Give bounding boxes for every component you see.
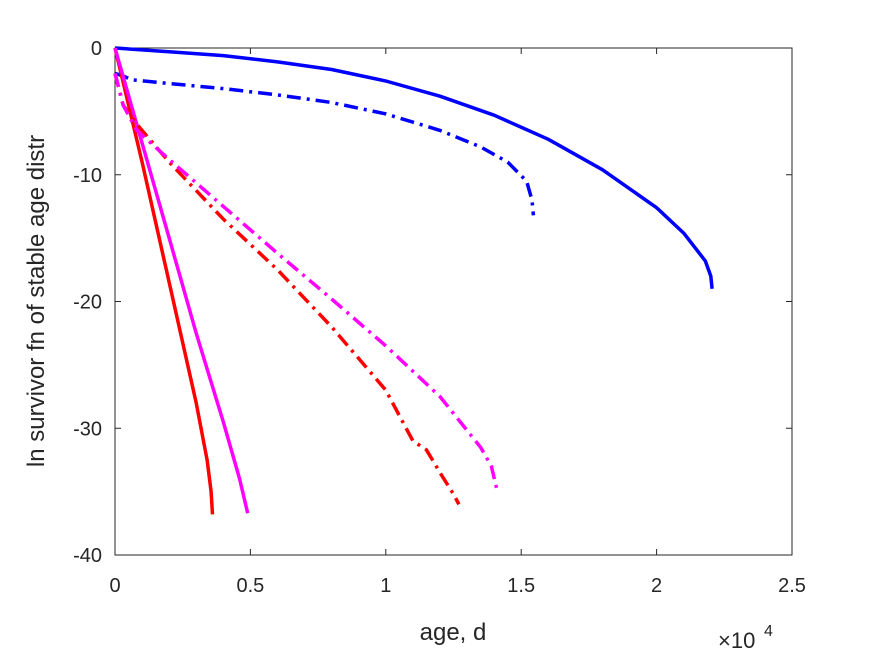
y-tick-label: -30 xyxy=(73,418,102,440)
series-line-4 xyxy=(113,47,250,514)
y-tick-label: 0 xyxy=(91,38,102,60)
x-tick-label: 1 xyxy=(380,575,391,597)
series-line-5 xyxy=(113,72,461,506)
x-axis-ticks: 0 0.5 1 1.5 2 2.5 xyxy=(109,48,806,597)
x-exponent-label: ×10 4 xyxy=(718,623,773,653)
y-tick-label: -20 xyxy=(73,292,102,314)
series-line-3 xyxy=(113,47,215,515)
series-line-1 xyxy=(114,46,714,289)
y-tick-label: -10 xyxy=(73,165,102,187)
x-tick-label: 0.5 xyxy=(236,575,264,597)
y-axis-ticks: 0 -10 -20 -30 -40 xyxy=(73,38,792,567)
x-tick-label: 2.5 xyxy=(778,575,806,597)
x-exponent-base: ×10 xyxy=(718,628,755,653)
x-tick-label: 2 xyxy=(651,575,662,597)
y-axis-label: ln survivor fn of stable age distr xyxy=(23,135,50,467)
series-line-6 xyxy=(113,72,499,490)
series-layer xyxy=(113,46,714,515)
x-exponent-power: 4 xyxy=(764,623,773,640)
x-axis-label: age, d xyxy=(420,619,487,646)
x-tick-label: 0 xyxy=(109,575,120,597)
x-tick-label: 1.5 xyxy=(507,575,535,597)
y-tick-label: -40 xyxy=(73,545,102,567)
plot-area xyxy=(114,47,793,556)
series-line-2 xyxy=(114,71,536,216)
